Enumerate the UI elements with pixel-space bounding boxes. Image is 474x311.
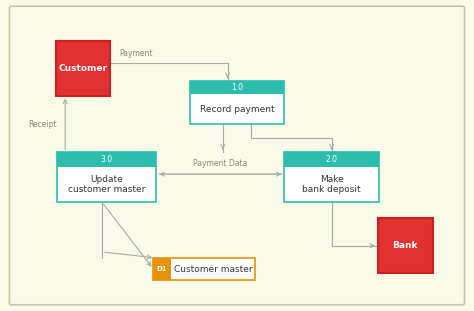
Text: Payment Data: Payment Data — [193, 159, 247, 168]
FancyBboxPatch shape — [284, 152, 379, 167]
FancyBboxPatch shape — [57, 152, 156, 167]
Text: Payment: Payment — [119, 49, 153, 58]
FancyBboxPatch shape — [190, 81, 284, 124]
FancyBboxPatch shape — [378, 218, 432, 273]
FancyBboxPatch shape — [284, 152, 379, 202]
FancyBboxPatch shape — [153, 258, 171, 280]
FancyBboxPatch shape — [56, 41, 110, 96]
Text: 3.0: 3.0 — [100, 156, 113, 164]
Text: 2.0: 2.0 — [326, 156, 338, 164]
Text: Receipt: Receipt — [28, 119, 57, 128]
Text: D1: D1 — [156, 266, 167, 272]
Text: Update
customer master: Update customer master — [68, 175, 146, 194]
FancyBboxPatch shape — [9, 6, 465, 305]
Text: Customer master: Customer master — [173, 265, 252, 273]
Text: 1.0: 1.0 — [231, 83, 243, 92]
FancyBboxPatch shape — [190, 81, 284, 94]
Text: Make
bank deposit: Make bank deposit — [302, 175, 361, 194]
Text: Bank: Bank — [392, 241, 418, 250]
Text: Record payment: Record payment — [200, 105, 274, 114]
FancyBboxPatch shape — [153, 258, 255, 280]
FancyBboxPatch shape — [57, 152, 156, 202]
Text: Customer: Customer — [58, 64, 108, 73]
